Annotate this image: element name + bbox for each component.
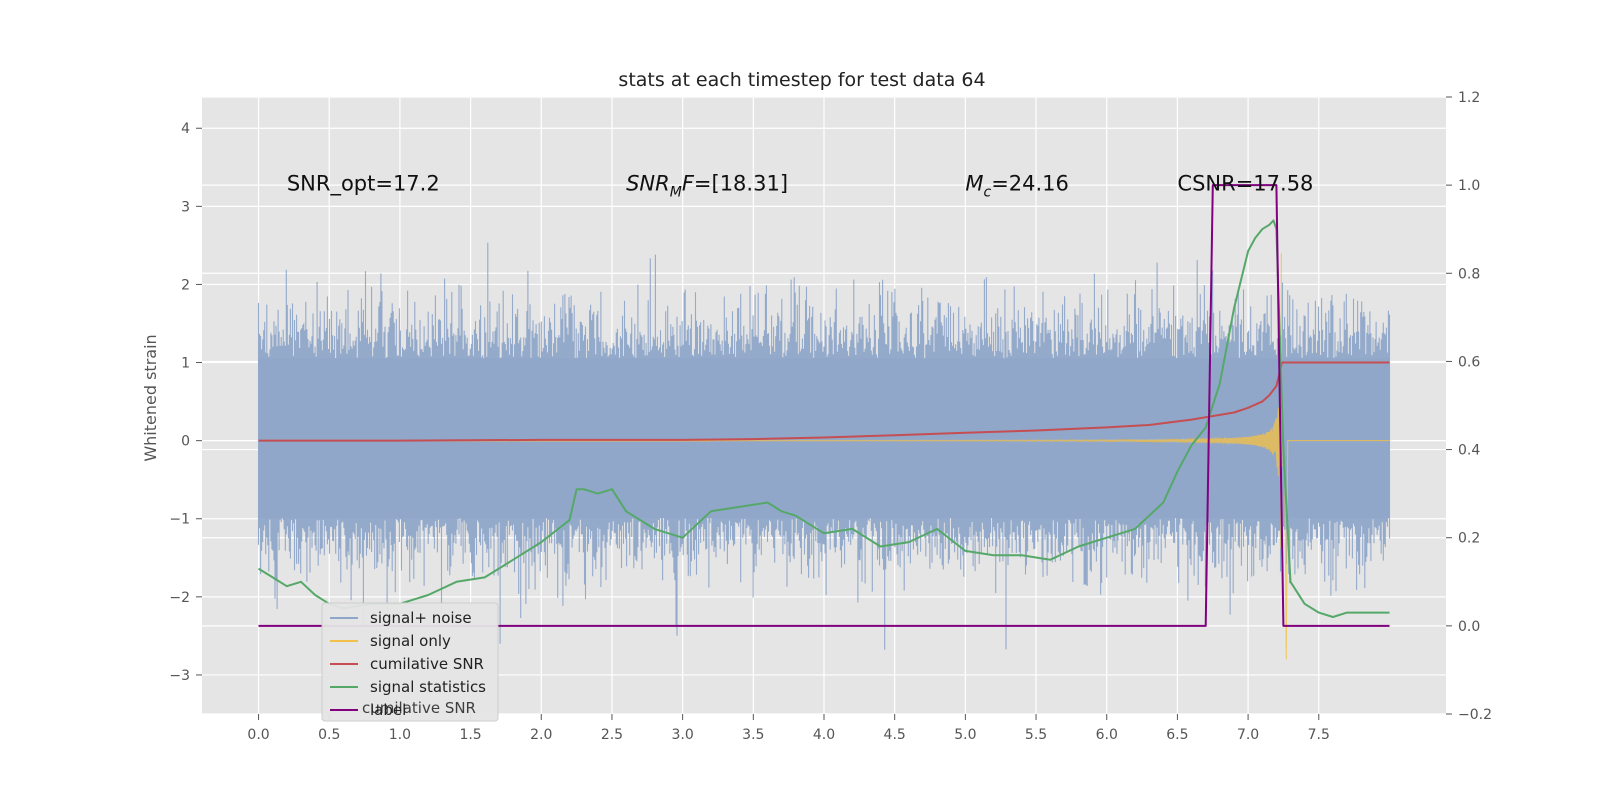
x-tick-label: 6.5	[1166, 727, 1188, 743]
legend: cumilative SNR signal+ noise signal only cu…	[321, 602, 499, 722]
y2-tick-label: 0.8	[1458, 266, 1480, 282]
x-tick-label: 0.5	[318, 727, 340, 743]
legend-label: signal only	[370, 632, 451, 650]
y-tick-label: 2	[181, 277, 190, 293]
annotation-snr-mf: SNRMF=[18.31]	[626, 172, 788, 201]
annotation-snr-opt: SNR_opt=17.2	[287, 172, 440, 197]
legend-ghost-label: cumilative SNR	[362, 699, 476, 717]
x-tick-label: 1.0	[389, 727, 411, 743]
x-tick-label: 0.0	[247, 727, 269, 743]
y-tick-label: 4	[181, 121, 190, 137]
x-tick-label: 3.0	[672, 727, 694, 743]
x-tick-label: 1.5	[459, 727, 481, 743]
x-tick-label: 6.0	[1096, 727, 1118, 743]
y2-tick-label: −0.2	[1458, 707, 1492, 723]
y-tick-label: −2	[169, 590, 190, 606]
y2-tick-label: 0.4	[1458, 443, 1480, 459]
x-axis: 0.0 0.5 1.0 1.5 2.0 2.5 3.0 3.5 4.0 4.5 5.0 5.5 6.0 6…	[247, 714, 1330, 743]
y-tick-label: −3	[169, 668, 190, 684]
chirp-trace	[710, 253, 1390, 660]
y2-tick-label: 0.2	[1458, 531, 1480, 547]
y2-tick-label: 1.2	[1458, 90, 1480, 106]
x-tick-label: 2.5	[601, 727, 623, 743]
legend-label: signal+ noise	[370, 609, 472, 627]
x-tick-label: 5.0	[954, 727, 976, 743]
annotation-chirp-mass: Mc=24.16	[965, 172, 1069, 201]
series-line-label	[258, 184, 1390, 627]
legend-label: label	[370, 701, 406, 719]
annotation-csnr: CSNR=17.58	[1177, 172, 1313, 196]
y2-tick-label: 0.6	[1458, 354, 1480, 370]
y2-tick-label: 1.0	[1458, 178, 1480, 194]
x-tick-label: 4.0	[813, 727, 835, 743]
x-tick-label: 2.0	[530, 727, 552, 743]
y-tick-label: 0	[181, 434, 190, 450]
x-tick-label: 5.5	[1025, 727, 1047, 743]
series-line-cumilative-snr	[258, 361, 1390, 442]
y-tick-label: 3	[181, 199, 190, 215]
y-tick-label: −1	[169, 512, 190, 528]
x-tick-label: 4.5	[884, 727, 906, 743]
y-axis-label: Whitened strain	[141, 334, 160, 461]
legend-label: cumilative SNR	[370, 655, 484, 673]
legend-box	[321, 602, 499, 722]
y-tick-label: 1	[181, 356, 190, 372]
y-axis-left: 4 3 2 1 0 −1 −2 −3	[169, 121, 202, 684]
annotations: SNR_opt=17.2 SNRMF=[18.31] Mc=24.16 CSNR=17…	[287, 172, 1314, 201]
series-line-signal-statistics	[257, 219, 1390, 618]
chart-title: stats at each timestep for test data 64	[618, 69, 985, 91]
x-tick-label: 3.5	[742, 727, 764, 743]
y-axis-right: 1.2 1.0 0.8 0.6 0.4 0.2 0.0 −0.2	[1446, 90, 1492, 723]
y2-tick-label: 0.0	[1458, 619, 1480, 635]
series-lines	[257, 184, 1390, 627]
legend-label: signal statistics	[370, 678, 486, 696]
x-tick-label: 7.0	[1237, 727, 1259, 743]
x-tick-label: 7.5	[1308, 727, 1330, 743]
